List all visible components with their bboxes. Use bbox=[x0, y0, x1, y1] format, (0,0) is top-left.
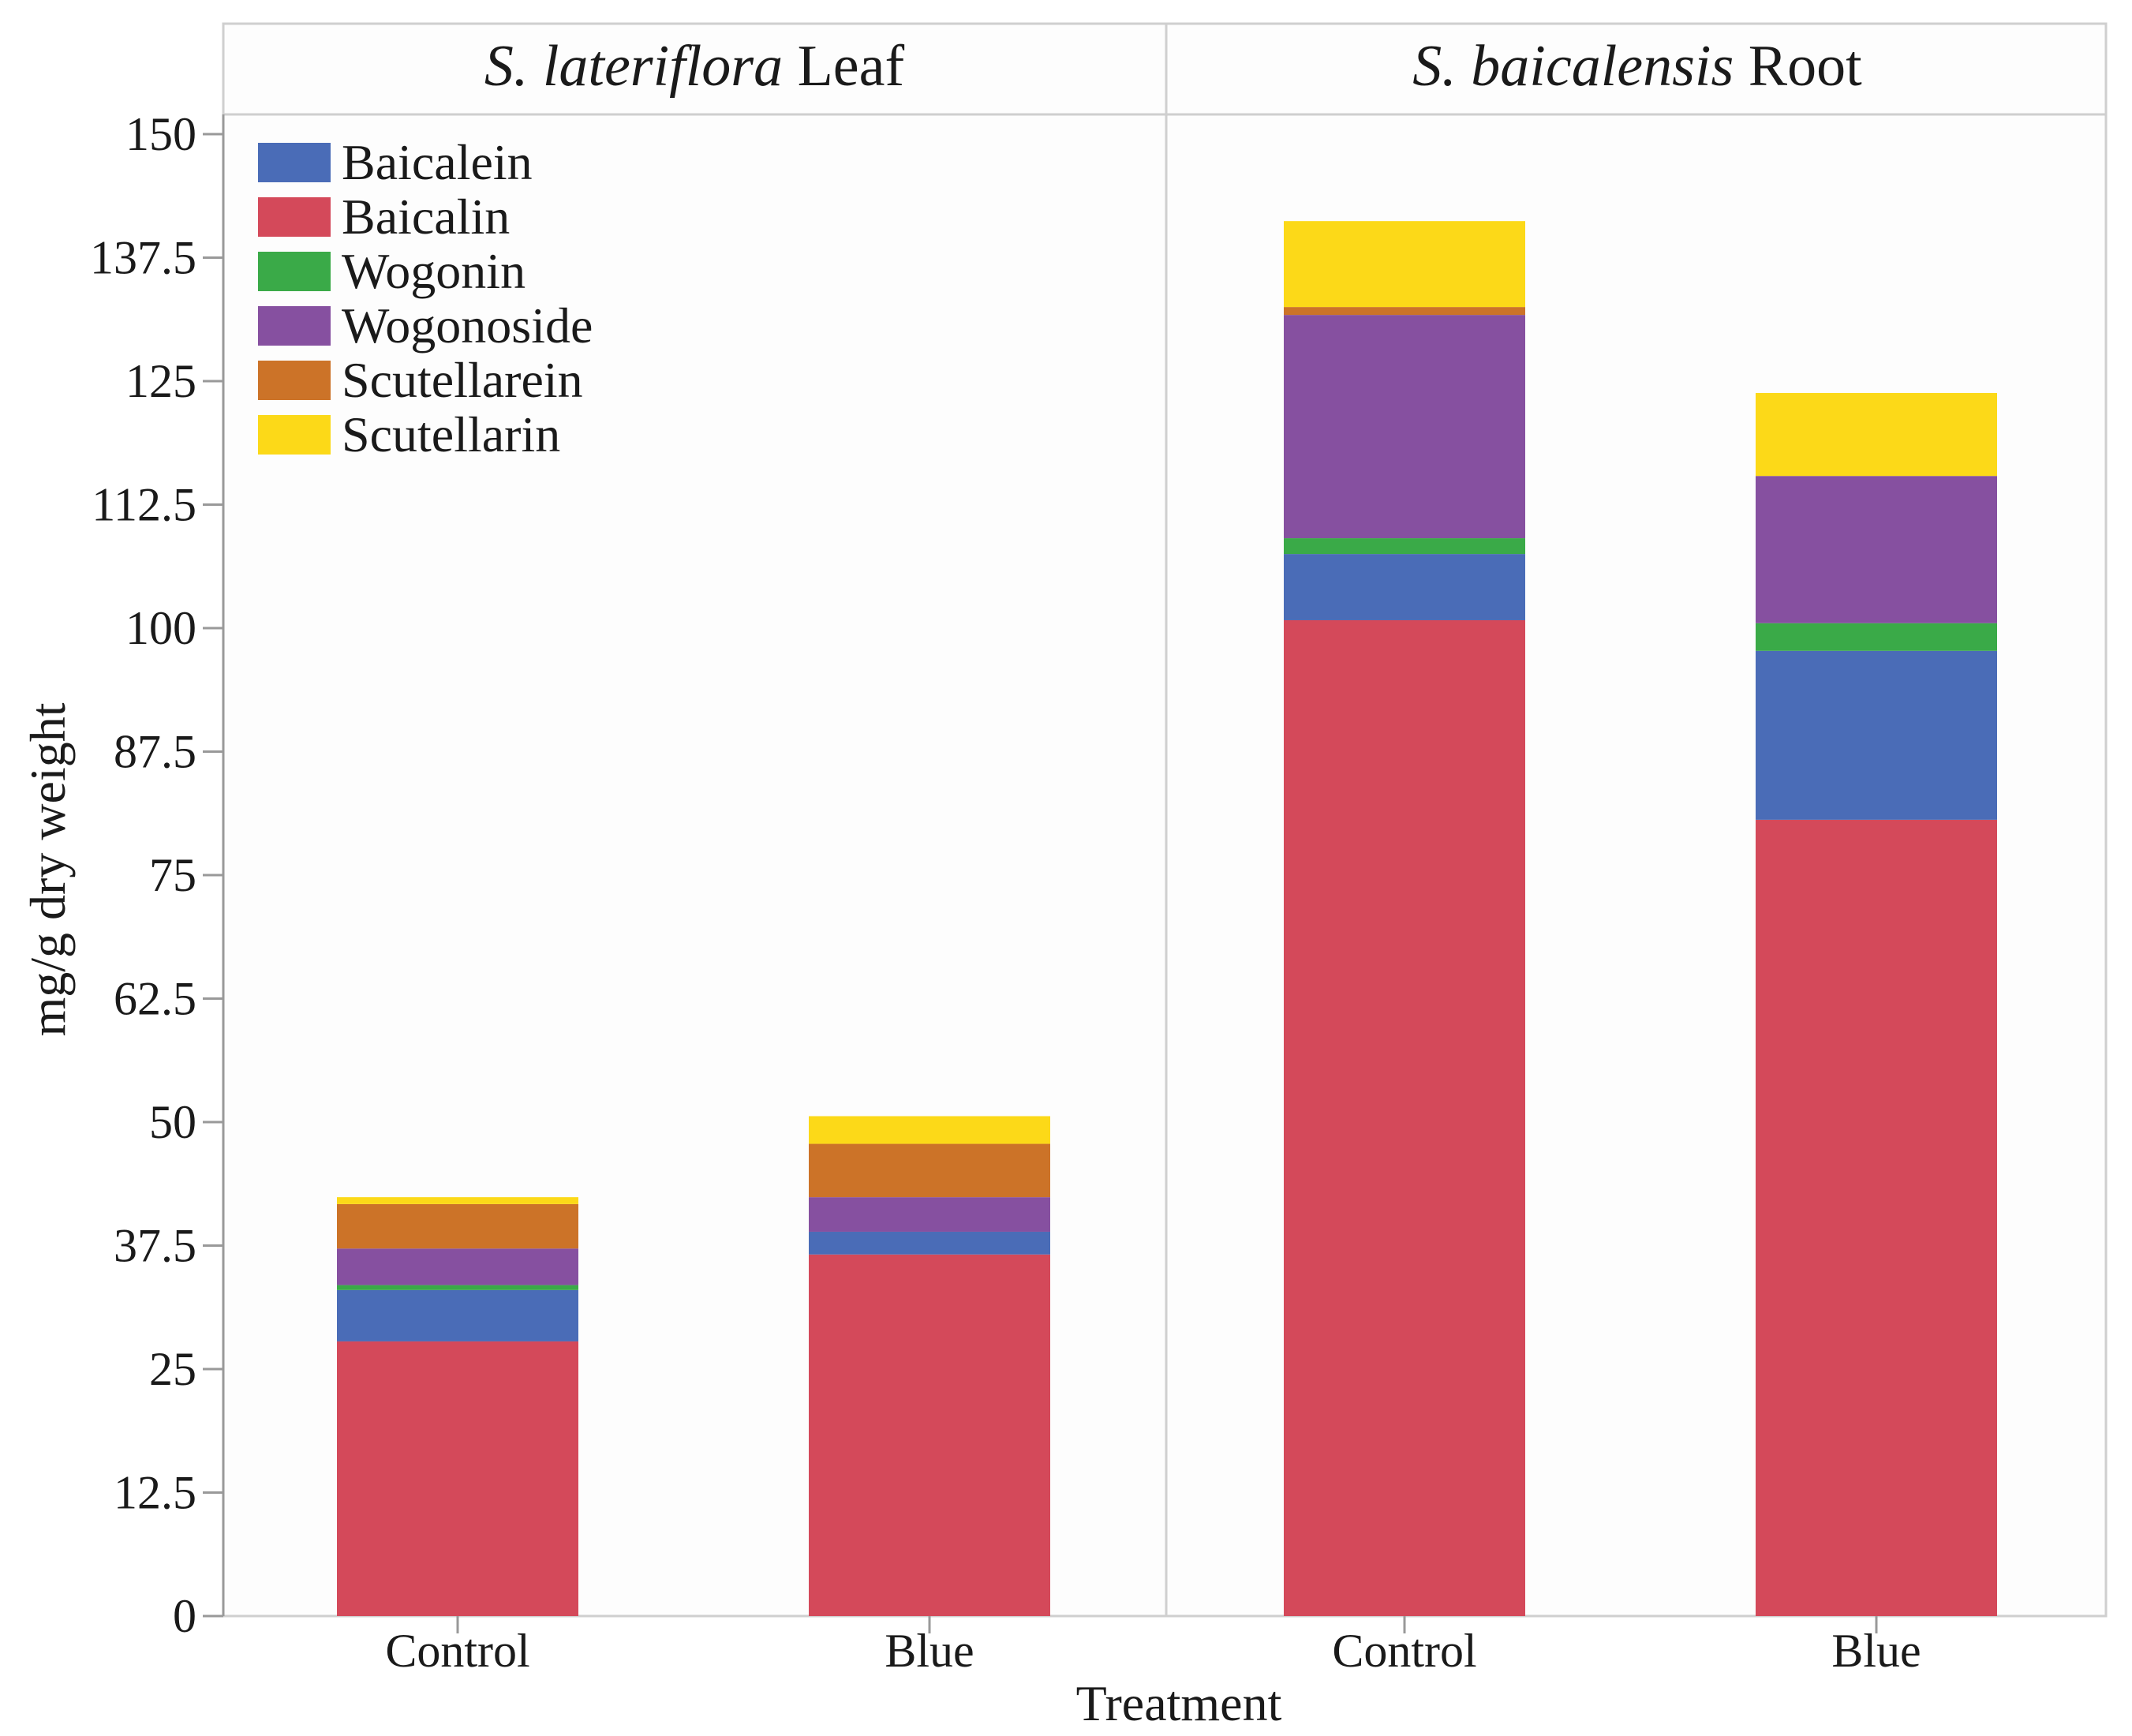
y-tick-label: 37.5 bbox=[114, 1220, 196, 1272]
panel-title-left: S. lateriflora Leaf bbox=[484, 34, 905, 99]
y-tick-label: 100 bbox=[125, 602, 196, 654]
y-tick-label: 0 bbox=[173, 1590, 196, 1642]
y-tick-label: 25 bbox=[149, 1343, 196, 1395]
y-tick-label: 125 bbox=[125, 355, 196, 407]
bar-segment-baicalin bbox=[337, 1341, 578, 1616]
legend-label-wogonin: Wogonin bbox=[342, 243, 526, 299]
x-axis: Control Blue Control Blue bbox=[385, 1616, 1921, 1677]
x-tick-label: Blue bbox=[1831, 1625, 1921, 1677]
bar-segment-wogonin bbox=[1284, 538, 1525, 555]
legend-label-baicalein: Baicalein bbox=[342, 134, 533, 190]
legend: BaicaleinBaicalinWogoninWogonosideScutel… bbox=[258, 134, 593, 462]
y-tick-label: 87.5 bbox=[114, 726, 196, 778]
legend-swatch-baicalein bbox=[258, 143, 331, 182]
y-tick-label: 75 bbox=[149, 849, 196, 901]
y-axis: 0 12.5 25 37.5 50 62.5 75 87.5 100 112.5 125 137.5 1… bbox=[90, 108, 223, 1642]
x-tick-label: Control bbox=[1332, 1625, 1476, 1677]
bar-segment-scutellarein bbox=[337, 1203, 578, 1249]
x-tick-label: Control bbox=[385, 1625, 529, 1677]
bar-segment-wogonoside bbox=[1756, 476, 1997, 623]
y-tick-label: 150 bbox=[125, 108, 196, 160]
legend-swatch-baicalin bbox=[258, 197, 331, 237]
bar-segment-scutellarin bbox=[1756, 393, 1997, 477]
bar-segment-scutellarin bbox=[809, 1116, 1050, 1144]
legend-label-baicalin: Baicalin bbox=[342, 189, 510, 245]
legend-label-scutellarein: Scutellarein bbox=[342, 352, 583, 408]
bar-segment-baicalein bbox=[1284, 554, 1525, 620]
bar-segment-scutellarein bbox=[809, 1143, 1050, 1198]
bar-segment-wogonoside bbox=[1284, 315, 1525, 539]
legend-label-scutellarin: Scutellarin bbox=[342, 406, 560, 462]
y-axis-title: mg/g dry weight bbox=[20, 702, 76, 1036]
panel-title-right: S. baicalensis Root bbox=[1412, 34, 1862, 99]
bar-segment-baicalin bbox=[1284, 619, 1525, 1616]
bar-segment-wogonin bbox=[337, 1285, 578, 1290]
bar-segment-wogonoside bbox=[809, 1197, 1050, 1232]
legend-swatch-wogonin bbox=[258, 252, 331, 291]
legend-label-wogonoside: Wogonoside bbox=[342, 297, 593, 354]
y-tick-label: 50 bbox=[149, 1096, 196, 1148]
bar-segment-scutellarin bbox=[337, 1197, 578, 1204]
legend-swatch-scutellarin bbox=[258, 415, 331, 455]
y-tick-label: 137.5 bbox=[90, 232, 196, 284]
bar-segment-baicalein bbox=[809, 1231, 1050, 1255]
y-tick-label: 62.5 bbox=[114, 973, 196, 1025]
legend-swatch-wogonoside bbox=[258, 306, 331, 346]
y-tick-label: 12.5 bbox=[114, 1467, 196, 1519]
x-axis-title: Treatment bbox=[1076, 1675, 1282, 1731]
bar-segment-baicalein bbox=[1756, 650, 1997, 820]
bar-segment-wogonoside bbox=[337, 1248, 578, 1285]
x-tick-label: Blue bbox=[885, 1625, 974, 1677]
bar-segment-baicalin bbox=[1756, 819, 1997, 1616]
bar-segment-wogonin bbox=[1756, 623, 1997, 651]
bars bbox=[337, 221, 1997, 1616]
bar-segment-scutellarein bbox=[1284, 307, 1525, 316]
bar-segment-baicalin bbox=[809, 1254, 1050, 1616]
bar-segment-scutellarin bbox=[1284, 221, 1525, 308]
bar-segment-baicalein bbox=[337, 1289, 578, 1341]
y-tick-label: 112.5 bbox=[92, 479, 196, 531]
legend-swatch-scutellarein bbox=[258, 361, 331, 400]
